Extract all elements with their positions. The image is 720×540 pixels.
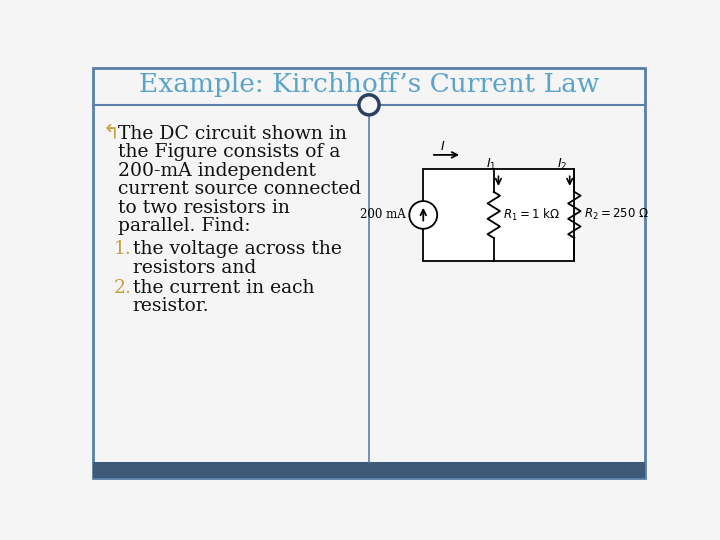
Text: 200-mA independent: 200-mA independent (118, 162, 316, 180)
Text: 2.: 2. (113, 279, 131, 297)
Text: current source connected: current source connected (118, 180, 361, 198)
Text: Example: Kirchhoff’s Current Law: Example: Kirchhoff’s Current Law (139, 72, 599, 97)
Text: the Figure consists of a: the Figure consists of a (118, 143, 341, 161)
Text: ↰: ↰ (102, 124, 120, 143)
Circle shape (409, 201, 437, 229)
Text: 1.: 1. (113, 240, 131, 258)
Text: resistor.: resistor. (132, 298, 210, 315)
Text: $I_1$: $I_1$ (486, 157, 496, 172)
Text: resistors and: resistors and (132, 259, 256, 277)
Text: 200 mA: 200 mA (361, 208, 406, 221)
Text: the current in each: the current in each (132, 279, 314, 297)
Text: the voltage across the: the voltage across the (132, 240, 341, 258)
Circle shape (359, 95, 379, 115)
Bar (93, 462, 645, 477)
Text: $R_1 = 1\ \mathrm{k\Omega}$: $R_1 = 1\ \mathrm{k\Omega}$ (503, 207, 560, 223)
Text: The DC circuit shown in: The DC circuit shown in (118, 125, 347, 143)
Text: to two resistors in: to two resistors in (118, 199, 289, 217)
Text: $I_2$: $I_2$ (557, 157, 567, 172)
FancyBboxPatch shape (93, 68, 645, 477)
Text: parallel. Find:: parallel. Find: (118, 217, 251, 235)
Bar (423, 168, 575, 261)
Text: $R_2 = 250\ \Omega$: $R_2 = 250\ \Omega$ (584, 207, 649, 222)
Text: $I$: $I$ (440, 139, 445, 153)
